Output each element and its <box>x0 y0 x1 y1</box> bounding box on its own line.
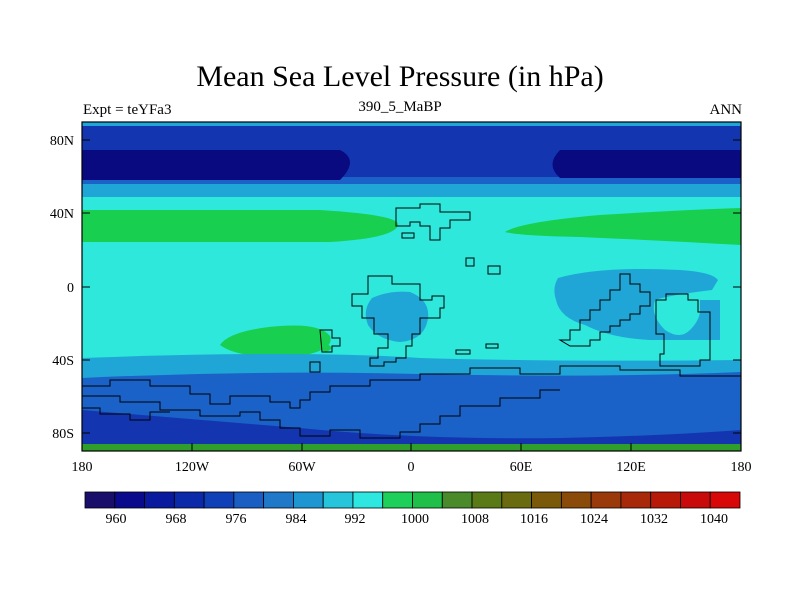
colorbar-swatch <box>560 491 592 509</box>
colorbar-swatch <box>531 491 562 509</box>
band-976-south <box>82 410 741 451</box>
x-tick-label: 180 <box>731 460 752 475</box>
x-tick-label: 0 <box>408 460 415 475</box>
colorbar <box>84 491 741 509</box>
colorbar-swatch <box>501 491 532 509</box>
x-tick-label: 60W <box>288 460 316 475</box>
map-title: Mean Sea Level Pressure (in hPa) <box>196 60 604 93</box>
x-tick-label: 120W <box>175 460 210 475</box>
season-label: ANN <box>709 102 743 118</box>
experiment-label: Expt = teYFa3 <box>83 102 172 118</box>
colorbar-swatch <box>203 491 235 509</box>
colorbar-swatch <box>650 491 681 509</box>
colorbar-swatch <box>293 491 324 509</box>
y-tick-label: 0 <box>67 281 74 296</box>
colorbar-swatch <box>471 491 503 509</box>
pressure-field <box>82 122 741 451</box>
x-tick-marks <box>81 443 742 451</box>
colorbar-swatch <box>441 491 473 509</box>
colorbar-swatch <box>173 491 205 509</box>
high-1008-south <box>220 325 331 357</box>
colorbar-label: 1016 <box>520 512 548 527</box>
colorbar-swatch <box>322 491 354 509</box>
high-1008-north-atlantic <box>82 210 399 242</box>
y-tick-label: 80S <box>52 427 74 442</box>
colorbar-label: 976 <box>226 512 247 527</box>
colorbar-swatch <box>84 491 116 509</box>
colorbar-label: 1040 <box>700 512 728 527</box>
colorbar-label: 1032 <box>640 512 668 527</box>
colorbar-swatch <box>382 491 413 509</box>
period-label: 390_5_MaBP <box>358 99 442 115</box>
colorbar-swatch <box>680 491 711 509</box>
band-top-north <box>82 122 741 126</box>
colorbar-swatch <box>233 491 265 509</box>
colorbar-swatch <box>144 491 175 509</box>
x-tick-label: 180 <box>72 460 93 475</box>
x-tick-label: 60E <box>510 460 533 475</box>
y-tick-label: 40S <box>52 354 74 369</box>
colorbar-label: 992 <box>345 512 366 527</box>
colorbar-label: 1000 <box>401 512 429 527</box>
y-tick-labels: 80N 40N 0 40S 80S <box>50 134 74 442</box>
coastlines <box>82 203 741 439</box>
colorbar-swatch <box>620 491 652 509</box>
colorbar-swatch <box>114 491 145 509</box>
colorbar-label: 968 <box>166 512 187 527</box>
high-1008-north-pacific <box>505 208 741 245</box>
y-tick-marks <box>82 139 741 434</box>
colorbar-labels: 960 968 976 984 992 1000 1008 1016 1024 … <box>106 512 729 527</box>
x-tick-labels: 180 120W 60W 0 60E 120E 180 <box>72 460 752 475</box>
y-tick-label: 40N <box>50 207 74 222</box>
colorbar-swatch <box>709 491 741 509</box>
colorbar-label: 960 <box>106 512 127 527</box>
y-tick-label: 80N <box>50 134 74 149</box>
band-964-north <box>82 150 741 180</box>
colorbar-label: 1024 <box>580 512 608 527</box>
colorbar-swatch <box>412 491 443 509</box>
colorbar-swatch <box>263 491 294 509</box>
colorbar-label: 984 <box>286 512 307 527</box>
low-992-east <box>554 269 720 340</box>
x-tick-label: 120E <box>616 460 646 475</box>
colorbar-swatch <box>352 491 384 509</box>
colorbar-label: 1008 <box>461 512 489 527</box>
low-992-west <box>365 291 429 342</box>
colorbar-swatch <box>590 491 622 509</box>
